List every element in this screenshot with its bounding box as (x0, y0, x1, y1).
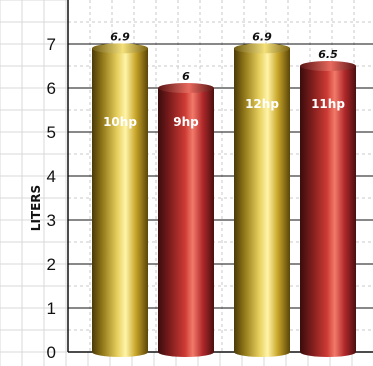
bar (158, 83, 214, 357)
bar (92, 43, 148, 357)
y-tick-label: 5 (47, 123, 56, 142)
bar (234, 43, 290, 357)
bar-category-labels: 10hp 9hp 12hp 11hp (103, 97, 345, 129)
value-label: 6 (182, 70, 190, 83)
bar (300, 61, 356, 357)
y-tick-label: 6 (47, 79, 56, 98)
y-tick-label: 4 (47, 167, 56, 186)
bar-category-label: 12hp (245, 97, 279, 111)
bar-category-label: 9hp (173, 115, 199, 129)
bar-category-label: 11hp (311, 97, 345, 111)
y-tick-label: 1 (47, 299, 56, 318)
y-tick-label: 0 (47, 343, 56, 362)
value-label: 6.9 (252, 30, 272, 43)
y-tick-label: 7 (47, 35, 56, 54)
bar-category-label: 10hp (103, 115, 137, 129)
y-tick-label: 3 (47, 211, 56, 230)
y-tick-label: 2 (47, 255, 56, 274)
value-label: 6.9 (110, 30, 130, 43)
value-label: 6.5 (318, 48, 338, 61)
y-axis-label: LITERS (29, 185, 43, 231)
y-axis-ticks: 0 1 2 3 4 5 6 7 (47, 35, 56, 362)
bars (92, 43, 356, 357)
value-labels: 6.9 6 6.9 6.5 (110, 30, 338, 83)
